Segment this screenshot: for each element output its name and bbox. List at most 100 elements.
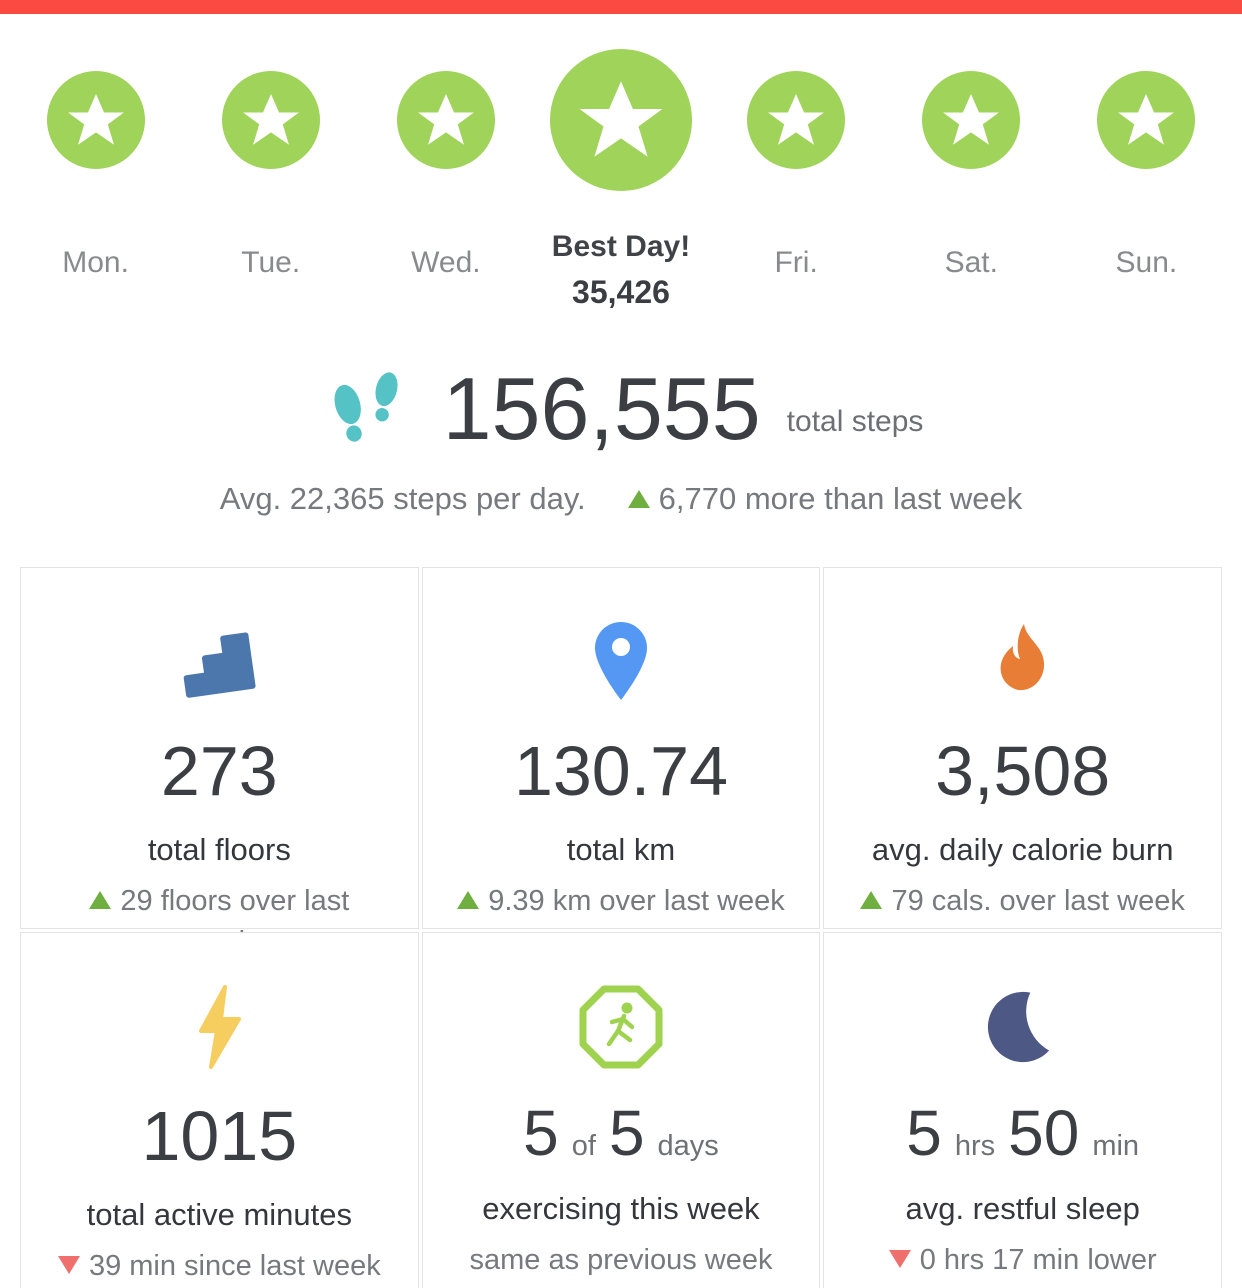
stat-label: exercising this week (482, 1191, 760, 1226)
day-label: Mon. (62, 246, 129, 279)
stat-label: total active minutes (86, 1197, 352, 1232)
stat-delta: 39 min since last week (21, 1246, 418, 1287)
star-circle (747, 71, 846, 169)
card-icon-area (423, 979, 820, 1075)
stat-delta-text: 9.39 km over last week (488, 885, 785, 917)
stat-card-exercise: 5 of 5 days exercising this week same as… (421, 932, 821, 1288)
up-triangle-icon (627, 490, 650, 508)
day-label: Sun. (1115, 246, 1178, 279)
card-icon-area (824, 979, 1221, 1075)
star-icon (242, 93, 299, 145)
sleep-hours-unit: hrs (954, 1130, 996, 1162)
stat-label: avg. restful sleep (905, 1191, 1140, 1226)
day-icon-area (1097, 30, 1196, 210)
stats-grid: 273 total floors 29 floors over last wee… (20, 567, 1222, 1288)
stat-card-sleep: 5 hrs 50 min avg. restful sleep 0 hrs 17… (823, 932, 1222, 1288)
total-steps-label: total steps (786, 405, 924, 438)
stat-value: 5 hrs 50 min (824, 1101, 1221, 1165)
stat-delta-text: 39 min since last week (88, 1250, 381, 1282)
day-column-sat: Sat. (884, 30, 1059, 311)
day-label: Sat. (944, 246, 998, 279)
footprints-icon (334, 372, 398, 442)
day-icon-area (747, 30, 846, 210)
day-column-wed: Wed. (358, 30, 533, 311)
stat-value: 5 of 5 days (423, 1101, 820, 1165)
card-icon-area (21, 614, 418, 710)
steps-delta-text: 6,770 more than last week (658, 481, 1023, 516)
up-triangle-icon (457, 891, 480, 909)
exercise-days-unit: days (657, 1130, 719, 1162)
up-triangle-icon (860, 891, 883, 909)
stat-delta: 9.39 km over last week (423, 881, 820, 922)
day-column-tue: Tue. (183, 30, 358, 311)
day-column-mon: Mon. (8, 30, 183, 311)
avg-steps-text: Avg. 22,365 steps per day. (219, 481, 586, 516)
day-label: Fri. (774, 246, 818, 279)
day-icon-area (396, 30, 495, 210)
stat-card-floors: 273 total floors 29 floors over last wee… (20, 567, 419, 958)
up-triangle-icon (89, 891, 112, 909)
stat-label: total km (566, 832, 676, 867)
stat-value: 1015 (141, 1097, 298, 1175)
stat-delta: 79 cals. over last week (824, 881, 1221, 922)
day-label: Wed. (411, 246, 481, 279)
stat-value: 130.74 (513, 732, 729, 810)
stairs-icon (184, 632, 256, 698)
day-icon-area (922, 30, 1021, 210)
sleep-minutes-unit: min (1092, 1130, 1140, 1162)
star-circle (221, 71, 320, 169)
day-column-best-day: Best Day! 35,426 (533, 30, 708, 311)
star-icon (417, 93, 474, 145)
star-circle (922, 71, 1021, 169)
stat-delta-text: 0 hrs 17 min lower than last week (919, 1244, 1157, 1288)
star-icon (1118, 93, 1175, 145)
top-bar (0, 0, 1242, 14)
location-pin-icon (594, 622, 647, 700)
stat-label: avg. daily calorie burn (871, 832, 1174, 867)
day-icon-area (549, 30, 692, 210)
star-icon (768, 93, 825, 145)
exercise-days-total: 5 (608, 1097, 645, 1169)
down-triangle-icon (888, 1250, 911, 1268)
star-icon (579, 81, 663, 157)
day-icon-area (46, 30, 145, 210)
day-label: Tue. (241, 246, 301, 279)
stat-value: 3,508 (935, 732, 1111, 810)
down-triangle-icon (57, 1256, 80, 1274)
best-day-label: Best Day! (551, 230, 691, 263)
day-icon-area (221, 30, 320, 210)
steps-summary: 156,555 total steps (0, 365, 1242, 453)
stat-card-calories: 3,508 avg. daily calorie burn 79 cals. o… (823, 567, 1222, 929)
day-column-fri: Fri. (709, 30, 884, 311)
stat-card-distance: 130.74 total km 9.39 km over last week (421, 567, 821, 929)
flame-icon (1000, 624, 1044, 691)
week-row: Mon. Tue. Wed. Best Day! 35,426 (0, 30, 1242, 311)
card-icon-area (423, 614, 820, 710)
day-column-sun: Sun. (1059, 30, 1234, 311)
star-circle (396, 71, 495, 169)
moon-icon (987, 991, 1049, 1063)
best-day-value: 35,426 (572, 274, 670, 310)
card-icon-area (824, 614, 1221, 710)
exercise-of-label: of (571, 1130, 596, 1162)
card-icon-area (21, 979, 418, 1075)
exercise-octagon-icon (579, 985, 663, 1069)
exercise-days-value: 5 (523, 1097, 559, 1169)
total-steps-value: 156,555 (442, 359, 761, 458)
stat-delta: 0 hrs 17 min lower than last week (824, 1240, 1221, 1288)
sleep-minutes-value: 50 (1008, 1097, 1080, 1169)
stat-card-active-minutes: 1015 total active minutes 39 min since l… (20, 932, 419, 1288)
stat-value: 273 (160, 732, 278, 810)
star-icon (67, 93, 124, 145)
steps-avg-line: Avg. 22,365 steps per day. 6,770 more th… (0, 481, 1242, 517)
stat-label: total floors (147, 832, 291, 867)
sleep-hours-value: 5 (906, 1097, 942, 1169)
stat-delta-text: same as previous week (469, 1244, 773, 1276)
stat-delta-text: 79 cals. over last week (891, 885, 1185, 917)
star-circle (1097, 71, 1196, 169)
stat-delta: same as previous week (423, 1240, 820, 1281)
best-day-star-circle (549, 49, 692, 191)
star-circle (46, 71, 145, 169)
star-icon (943, 93, 1000, 145)
lightning-bolt-icon (199, 985, 242, 1069)
